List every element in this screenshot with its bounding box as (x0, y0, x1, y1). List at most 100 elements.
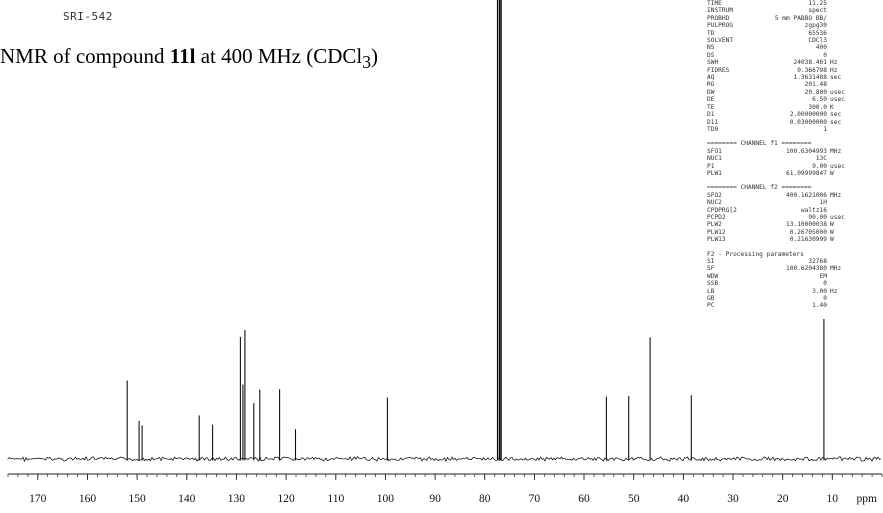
param-row: PULPROG zgpg30 (707, 22, 883, 29)
param-key: GB (707, 295, 715, 303)
param-row: GB 0 (707, 295, 883, 302)
param-value: 0.03000000 (789, 118, 827, 126)
param-unit: sec (830, 74, 842, 82)
param-key: TD0 (707, 125, 719, 133)
param-value: 0.21630999 (789, 236, 827, 244)
param-value: waltz16 (800, 206, 827, 214)
param-key: CPDPRG[2 (707, 206, 737, 214)
sample-id: SRI-542 (63, 10, 113, 23)
param-row: PLW1 61.09999847 W (707, 170, 883, 177)
caption-close: ) (371, 44, 379, 68)
compound-number: 11l (169, 44, 196, 68)
param-unit: usec (830, 88, 845, 96)
param-key: SSB (707, 280, 719, 288)
param-key: DS (707, 51, 715, 59)
param-row: RG 201.48 (707, 81, 883, 88)
x-tick-label: 170 (29, 493, 47, 505)
param-value: 2.00000000 (789, 111, 827, 119)
param-row: LB 3.00 Hz (707, 288, 883, 295)
param-row: WDW EM (707, 273, 883, 280)
param-unit: MHz (830, 147, 842, 155)
param-key: P1 (707, 162, 715, 170)
param-value: 0.26705000 (789, 228, 827, 236)
caption-text: NMR of compound (0, 44, 170, 68)
param-row: DW 20.800 usec (707, 89, 883, 96)
param-row: TD0 1 (707, 126, 883, 133)
param-unit: MHz (830, 265, 842, 273)
param-key: INSTRUM (707, 7, 734, 15)
param-row: NUC1 13C (707, 155, 883, 162)
param-row: TIME 11.25 (707, 0, 883, 7)
param-value: 32768 (808, 258, 827, 265)
param-row: DS 0 (707, 52, 883, 59)
param-unit: Hz (830, 287, 838, 295)
x-tick-label: 160 (79, 493, 97, 505)
param-unit: W (830, 169, 834, 177)
param-unit: W (830, 236, 834, 244)
x-tick-label: 70 (529, 493, 541, 505)
param-row: SF 100.6204380 MHz (707, 265, 883, 272)
x-tick-label: 120 (277, 493, 295, 505)
param-value: 61.09999847 (786, 169, 827, 177)
param-value: 20.800 (804, 88, 827, 96)
param-key: NUC2 (707, 199, 722, 207)
param-row: AQ 1.3631488 sec (707, 74, 883, 81)
param-key: PCPD2 (707, 213, 726, 221)
param-unit: usec (830, 96, 845, 104)
param-row: TE 300.0 K (707, 104, 883, 111)
param-unit: usec (830, 162, 845, 170)
param-row: PLW2 13.10000038 W (707, 221, 883, 228)
x-tick-label: 80 (479, 493, 491, 505)
param-value: 65536 (808, 29, 827, 37)
param-value: 13.10000038 (786, 221, 827, 229)
param-row: PLW12 0.26705000 W (707, 229, 883, 236)
param-row: INSTRUM spect (707, 7, 883, 14)
param-row: SSB 0 (707, 280, 883, 287)
param-row: PCPD2 90.00 usec (707, 214, 883, 221)
param-key: TE (707, 103, 715, 111)
param-value: 13C (815, 155, 827, 163)
x-tick-label: 50 (628, 493, 640, 505)
param-value: EM (819, 272, 827, 280)
param-unit: MHz (830, 191, 842, 199)
param-unit: K (830, 103, 834, 111)
param-unit: sec (830, 118, 842, 126)
param-key: PULPROG (707, 22, 734, 30)
param-value: 0 (823, 280, 827, 288)
param-key: NS (707, 44, 715, 52)
param-row: SI 32768 (707, 258, 883, 265)
x-tick-label: 90 (429, 493, 441, 505)
param-value: 6.50 (812, 96, 827, 104)
param-value: 24038.461 (793, 59, 827, 67)
param-section-header: F2 - Processing parameters (707, 250, 804, 258)
param-value: zgpg30 (804, 22, 827, 30)
param-row: SFO1 100.6304993 MHz (707, 148, 883, 155)
param-row: P1 9.00 usec (707, 163, 883, 170)
x-tick-label: 140 (178, 493, 196, 505)
param-row: D11 0.03000000 sec (707, 119, 883, 126)
param-value: 90.00 (808, 213, 827, 221)
param-row: PC 1.40 (707, 302, 883, 309)
acquisition-parameters-panel: TIME 11.25 INSTRUM spect PROBHD 5 mm PABBO BB… (707, 0, 883, 309)
x-tick-label: 40 (678, 493, 690, 505)
param-key: WDW (707, 272, 719, 280)
param-value: 400.1621006 (786, 191, 827, 199)
param-row: SFO2 400.1621006 MHz (707, 192, 883, 199)
param-value: 1.40 (812, 302, 827, 310)
param-key: SI (707, 258, 715, 265)
param-value: 0 (823, 295, 827, 303)
param-key: TD (707, 29, 715, 37)
x-tick-label: 110 (327, 493, 344, 505)
param-value: 0 (823, 51, 827, 59)
param-value: 1 (823, 125, 827, 133)
x-tick-label: 100 (377, 493, 395, 505)
param-value: spect (808, 7, 827, 15)
caption-subscript: 3 (362, 52, 372, 73)
param-unit: sec (830, 111, 842, 119)
param-unit: Hz (830, 66, 838, 74)
param-key: PLW1 (707, 169, 722, 177)
param-key: D11 (707, 118, 719, 126)
param-key: FIDRES (707, 66, 730, 74)
param-key: LB (707, 287, 715, 295)
